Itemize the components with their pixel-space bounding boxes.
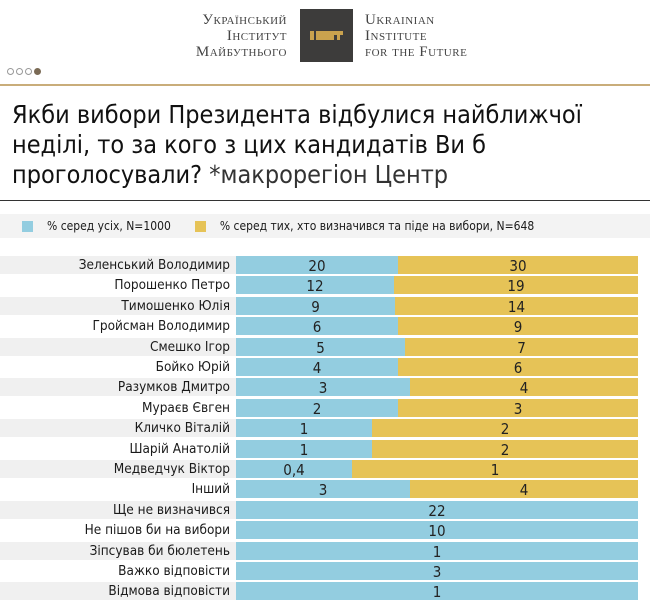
divider: [0, 84, 650, 86]
bar-decided: 30: [398, 256, 638, 275]
bar-all: 10: [236, 521, 638, 540]
legend-label-all: % серед усіх, N=1000: [47, 219, 171, 233]
bar-all: 4: [236, 358, 398, 377]
bar-decided: 7: [405, 337, 638, 357]
category-label: Інший: [191, 481, 230, 498]
legend: % серед усіх, N=1000 % серед тих, хто ви…: [0, 214, 650, 238]
row-stripe: [0, 460, 236, 478]
bar-all: 1: [236, 541, 638, 561]
pager-dot[interactable]: [7, 68, 14, 75]
pager-dot-active[interactable]: [34, 68, 41, 75]
category-label: Ще не визначився: [113, 501, 230, 518]
bar-decided: 4: [410, 378, 638, 397]
category-label: Кличко Віталій: [134, 420, 230, 437]
bar-all: 3: [236, 378, 410, 397]
bar-all: 9: [236, 296, 395, 316]
logo-key-icon: [300, 9, 353, 62]
bar-decided: 9: [398, 317, 638, 336]
row-stripe: [0, 541, 236, 560]
category-label: Смешко Ігор: [150, 338, 230, 355]
chart-subtitle: *макрорегіон Центр: [209, 160, 449, 189]
category-label: Мураєв Євген: [142, 399, 230, 416]
row-stripe: [0, 337, 236, 356]
bar-all: 3: [236, 480, 410, 499]
row-stripe: [0, 582, 236, 601]
category-label: Разумков Дмитро: [117, 379, 230, 396]
pager-dot[interactable]: [16, 68, 23, 75]
bar-decided: 19: [394, 276, 638, 295]
bar-all: 1: [236, 419, 372, 438]
legend-swatch-decided: [194, 220, 206, 232]
row-stripe: [0, 256, 236, 274]
bar-all: 20: [236, 256, 398, 275]
row-stripe: [0, 378, 236, 397]
bar-all: 1: [236, 582, 638, 601]
bar-all: 12: [236, 276, 394, 295]
pager-dot[interactable]: [25, 68, 32, 75]
bar-all: 2: [236, 398, 398, 418]
row-stripe: [0, 419, 236, 438]
legend-label-decided: % серед тих, хто визначився та піде на в…: [219, 219, 535, 233]
divider: [0, 200, 650, 201]
bar-decided: 2: [372, 419, 638, 438]
pager-dots: [7, 68, 41, 75]
bar-decided: 6: [398, 358, 638, 377]
bar-all: 5: [236, 337, 405, 357]
logo-text-ua: Український Інститут Майбутнього: [195, 12, 287, 60]
logo-text-en: Ukrainian Institute for the Future: [365, 12, 468, 60]
category-label: Гройсман Володимир: [92, 318, 230, 335]
category-label: Зіпсував би бюлетень: [89, 542, 230, 559]
chart-title: Якби вибори Президента відбулися найближ…: [12, 100, 582, 189]
category-label: Важко відповісти: [118, 563, 230, 579]
bar-decided: 4: [410, 480, 638, 499]
bar-decided: 14: [395, 296, 638, 316]
row-stripe: [0, 296, 236, 315]
category-label: Бойко Юрій: [155, 359, 230, 375]
bar-all: 22: [236, 500, 638, 520]
category-label: Шарій Анатолій: [129, 440, 231, 457]
bar-decided: 1: [352, 460, 638, 479]
category-label: Не пішов би на вибори: [84, 522, 230, 539]
legend-swatch-all: [22, 220, 33, 232]
category-label: Відмова відповісти: [108, 583, 230, 600]
category-label: Зеленський Володимир: [78, 257, 230, 273]
bar-all: 3: [236, 562, 638, 581]
bar-all: 6: [236, 317, 398, 336]
category-label: Медведчук Віктор: [113, 461, 230, 477]
bar-all: 0,4: [236, 460, 352, 479]
category-label: Тимошенко Юлія: [121, 297, 230, 314]
category-label: Порошенко Петро: [114, 277, 230, 294]
bar-all: 1: [236, 439, 372, 459]
bar-decided: 2: [372, 439, 638, 459]
bar-decided: 3: [398, 398, 638, 418]
row-stripe: [0, 500, 236, 519]
